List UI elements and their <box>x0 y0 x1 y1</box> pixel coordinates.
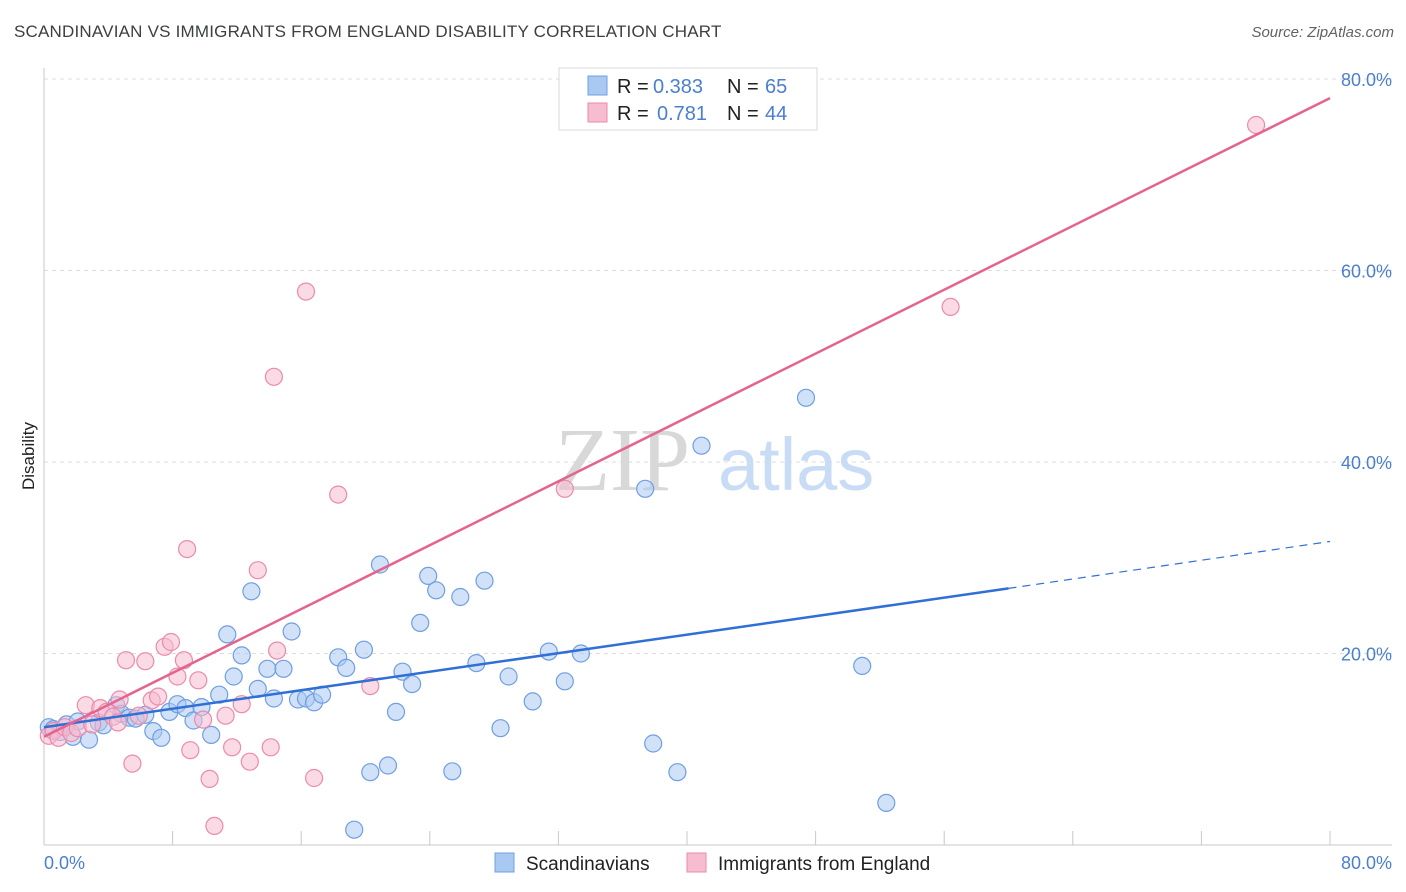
england-point-40 <box>555 479 574 498</box>
scandinavians-point-42 <box>378 756 398 775</box>
scandinavians-point-61 <box>668 763 687 782</box>
bottom-legend: Scandinavians Immigrants from England <box>494 852 930 875</box>
england-point-29 <box>223 738 242 757</box>
chart-source: Source: ZipAtlas.com <box>1251 24 1394 41</box>
england-point-33 <box>261 738 280 757</box>
bottom-legend-swatch-england <box>686 852 707 873</box>
england-point-34 <box>264 367 283 386</box>
scandinavians-point-64 <box>853 656 872 676</box>
scandinavians-point-58 <box>571 644 591 663</box>
y-axis-title: Disability <box>19 421 38 490</box>
watermark-atlas: atlas <box>718 423 874 506</box>
england-point-32 <box>248 561 267 580</box>
scandinavians-trend-line <box>43 587 1009 729</box>
england-point-13 <box>123 754 142 773</box>
scandinavians-point-26 <box>242 582 261 601</box>
england-point-19 <box>161 632 181 652</box>
scandinavians-point-30 <box>274 659 293 678</box>
scandinavians-point-53 <box>491 719 510 738</box>
x-tick-max: 80.0% <box>1341 853 1392 873</box>
scandinavians-point-48 <box>427 581 446 600</box>
stats-legend-r-value-1: 0.383 <box>653 76 703 98</box>
stats-legend-n-value-2: 44 <box>765 103 787 125</box>
bottom-legend-label-scandinavians: Scandinavians <box>526 854 650 875</box>
scandinavians-point-23 <box>218 625 237 644</box>
stats-legend-r-label-1: R = <box>617 76 649 98</box>
scandinavians-point-47 <box>419 566 438 586</box>
y-tick-label-0: 20.0% <box>1341 645 1392 665</box>
england-trend-line <box>43 97 1331 738</box>
stats-legend-swatch-blue <box>587 75 608 96</box>
grid-layer <box>44 78 1392 654</box>
scandinavians-point-28 <box>258 659 277 678</box>
england-point-15 <box>136 652 155 671</box>
watermark: ZIP atlas <box>555 411 874 510</box>
y-tick-label-2: 60.0% <box>1341 262 1392 282</box>
england-point-26 <box>200 769 219 789</box>
scandinavians-point-62 <box>692 436 711 455</box>
scandinavians-point-57 <box>555 672 574 691</box>
scandinavians-point-37 <box>337 658 356 678</box>
england-point-36 <box>296 282 316 301</box>
england-point-25 <box>194 710 213 729</box>
stats-legend-r-value-2: 0.781 <box>657 103 707 125</box>
y-tick-label-3: 80.0% <box>1341 70 1392 90</box>
stats-legend-swatch-pink <box>587 102 608 123</box>
stats-legend-r-label-2: R = <box>617 103 649 125</box>
scandinavians-point-24 <box>224 667 243 686</box>
england-point-24 <box>189 671 208 690</box>
england-point-41 <box>941 297 960 316</box>
scandinavians-point-25 <box>232 646 251 665</box>
england-point-31 <box>240 752 259 771</box>
x-tick-min: 0.0% <box>44 853 85 873</box>
england-point-27 <box>205 816 224 836</box>
scandinavians-point-52 <box>475 571 494 590</box>
scandinavians-point-40 <box>361 763 380 782</box>
scandinavians-point-55 <box>523 692 542 711</box>
scandinavians-point-31 <box>282 622 301 641</box>
england-point-28 <box>216 706 235 725</box>
england-point-23 <box>181 741 200 760</box>
england-point-12 <box>116 651 136 670</box>
y-tick-labels: 20.0% 40.0% 60.0% 80.0% <box>1341 70 1392 665</box>
scandinavians-point-54 <box>499 667 518 686</box>
scandinavians-point-15 <box>152 728 171 747</box>
scandinavians-point-38 <box>345 820 364 839</box>
england-point-22 <box>178 539 197 559</box>
scandinavians-point-45 <box>403 674 422 694</box>
scandinavians-point-21 <box>202 725 221 745</box>
scandinavians-point-43 <box>386 702 406 722</box>
scandinavians-point-39 <box>354 640 373 659</box>
scandinavians-point-63 <box>796 388 816 407</box>
stats-legend-n-label-1: N = <box>727 76 759 98</box>
stats-legend-n-label-2: N = <box>727 103 759 125</box>
scandinavians-point-65 <box>877 793 896 813</box>
scandinavians-point-60 <box>644 734 663 753</box>
england-points <box>39 115 1266 836</box>
scandinavians-point-49 <box>443 762 462 781</box>
trend-lines <box>43 97 1331 738</box>
england-point-37 <box>305 768 324 788</box>
chart-title: SCANDINAVIAN VS IMMIGRANTS FROM ENGLAND … <box>14 22 722 41</box>
england-point-17 <box>149 687 168 706</box>
bottom-legend-label-england: Immigrants from England <box>718 854 930 875</box>
y-tick-label-1: 40.0% <box>1341 453 1392 473</box>
bottom-legend-swatch-scandinavians <box>494 852 515 873</box>
scandinavians-point-56 <box>539 642 558 661</box>
axis-layer <box>43 68 1392 846</box>
stats-legend: R = 0.383 N = 65 R = 0.781 N = 44 <box>558 67 818 131</box>
stats-legend-n-value-1: 65 <box>765 76 787 98</box>
england-point-38 <box>329 485 348 504</box>
scandinavians-point-50 <box>451 587 470 607</box>
scandinavians-point-59 <box>636 479 655 498</box>
scandinavians-trend-extension <box>1008 540 1331 589</box>
scandinavians-point-46 <box>411 613 430 633</box>
england-point-35 <box>268 641 287 660</box>
